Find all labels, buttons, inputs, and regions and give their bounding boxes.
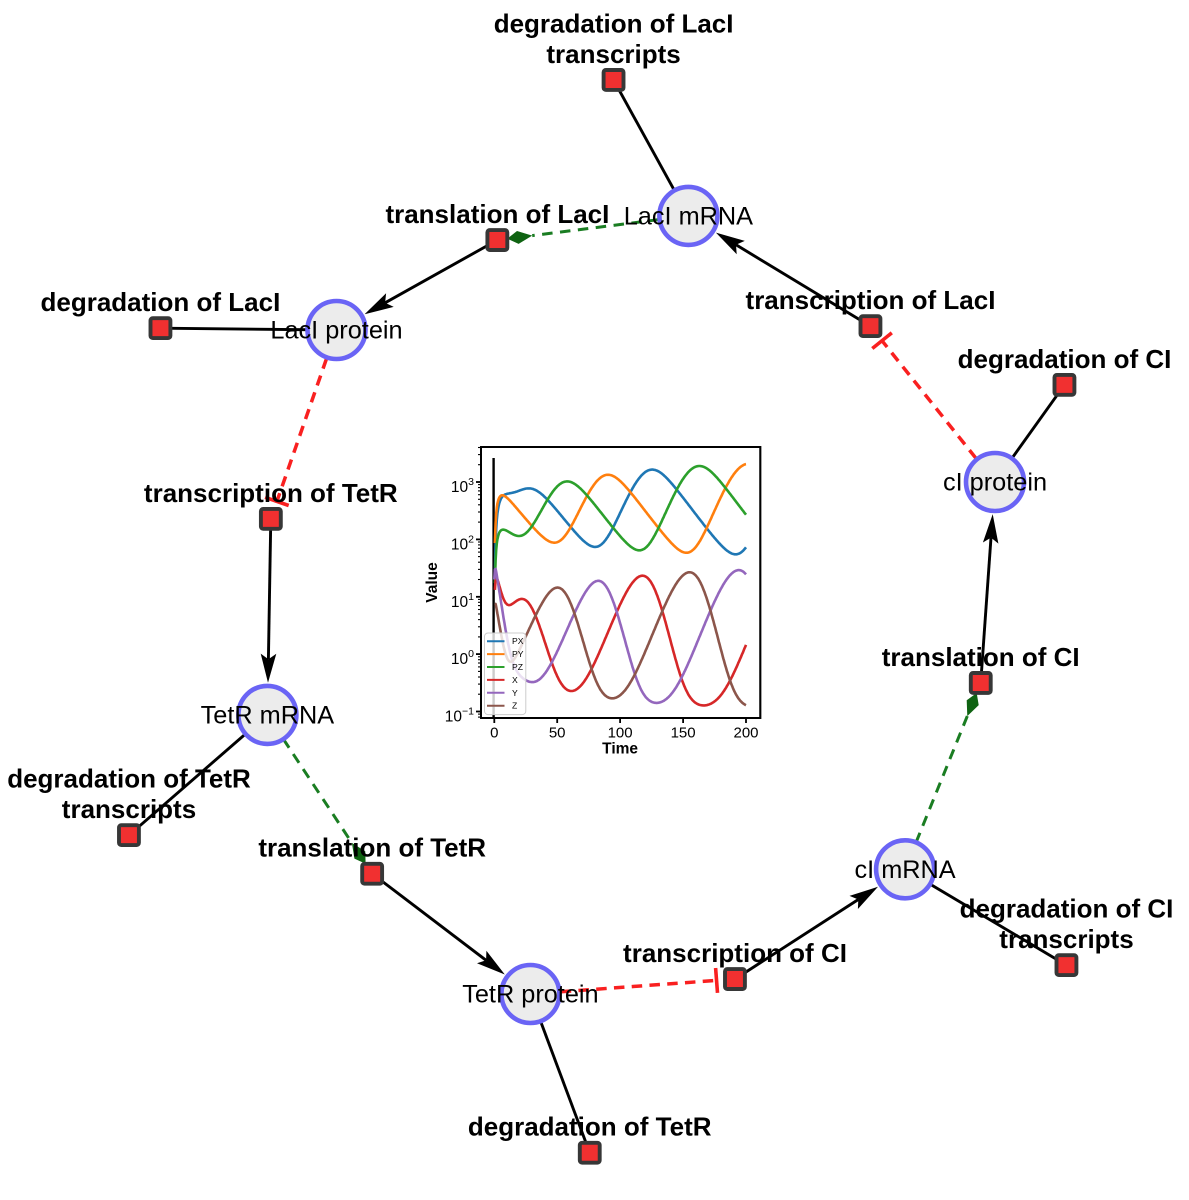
svg-text:PY: PY [512,649,524,659]
svg-text:transcripts: transcripts [62,794,196,824]
svg-text:150: 150 [671,725,696,742]
svg-text:transcripts: transcripts [546,39,680,69]
svg-text:degradation of TetR: degradation of TetR [7,764,251,794]
svg-text:translation of LacI: translation of LacI [385,199,609,229]
svg-text:PZ: PZ [512,662,523,672]
svg-text:Value: Value [424,562,441,603]
svg-text:degradation of TetR: degradation of TetR [468,1112,712,1142]
svg-text:103: 103 [451,476,474,496]
svg-text:transcripts: transcripts [999,924,1133,954]
svg-text:50: 50 [549,725,566,742]
svg-text:LacI mRNA: LacI mRNA [624,203,753,231]
svg-text:LacI protein: LacI protein [270,317,402,345]
svg-text:100: 100 [451,648,474,668]
svg-text:cI mRNA: cI mRNA [854,856,955,884]
svg-text:102: 102 [451,533,474,553]
svg-text:X: X [512,675,518,685]
svg-text:degradation of CI: degradation of CI [958,344,1172,374]
svg-text:Time: Time [602,741,638,758]
svg-text:TetR mRNA: TetR mRNA [201,702,335,730]
svg-text:degradation of LacI: degradation of LacI [494,8,734,38]
svg-text:TetR protein: TetR protein [462,981,598,1009]
svg-text:translation of CI: translation of CI [882,642,1080,672]
svg-text:transcription of TetR: transcription of TetR [144,478,398,508]
svg-text:degradation of CI: degradation of CI [960,894,1174,924]
svg-text:200: 200 [733,725,758,742]
svg-text:101: 101 [451,591,474,611]
svg-text:transcription of CI: transcription of CI [623,938,847,968]
svg-text:translation of TetR: translation of TetR [258,833,486,863]
svg-text:cI protein: cI protein [943,469,1047,497]
svg-text:degradation of LacI: degradation of LacI [40,287,280,317]
svg-text:Z: Z [512,701,517,711]
svg-text:100: 100 [608,725,633,742]
svg-text:Y: Y [512,688,518,698]
svg-text:0: 0 [490,725,498,742]
svg-text:PX: PX [512,636,524,646]
svg-text:transcription of LacI: transcription of LacI [746,285,996,315]
svg-text:10−1: 10−1 [445,706,474,726]
